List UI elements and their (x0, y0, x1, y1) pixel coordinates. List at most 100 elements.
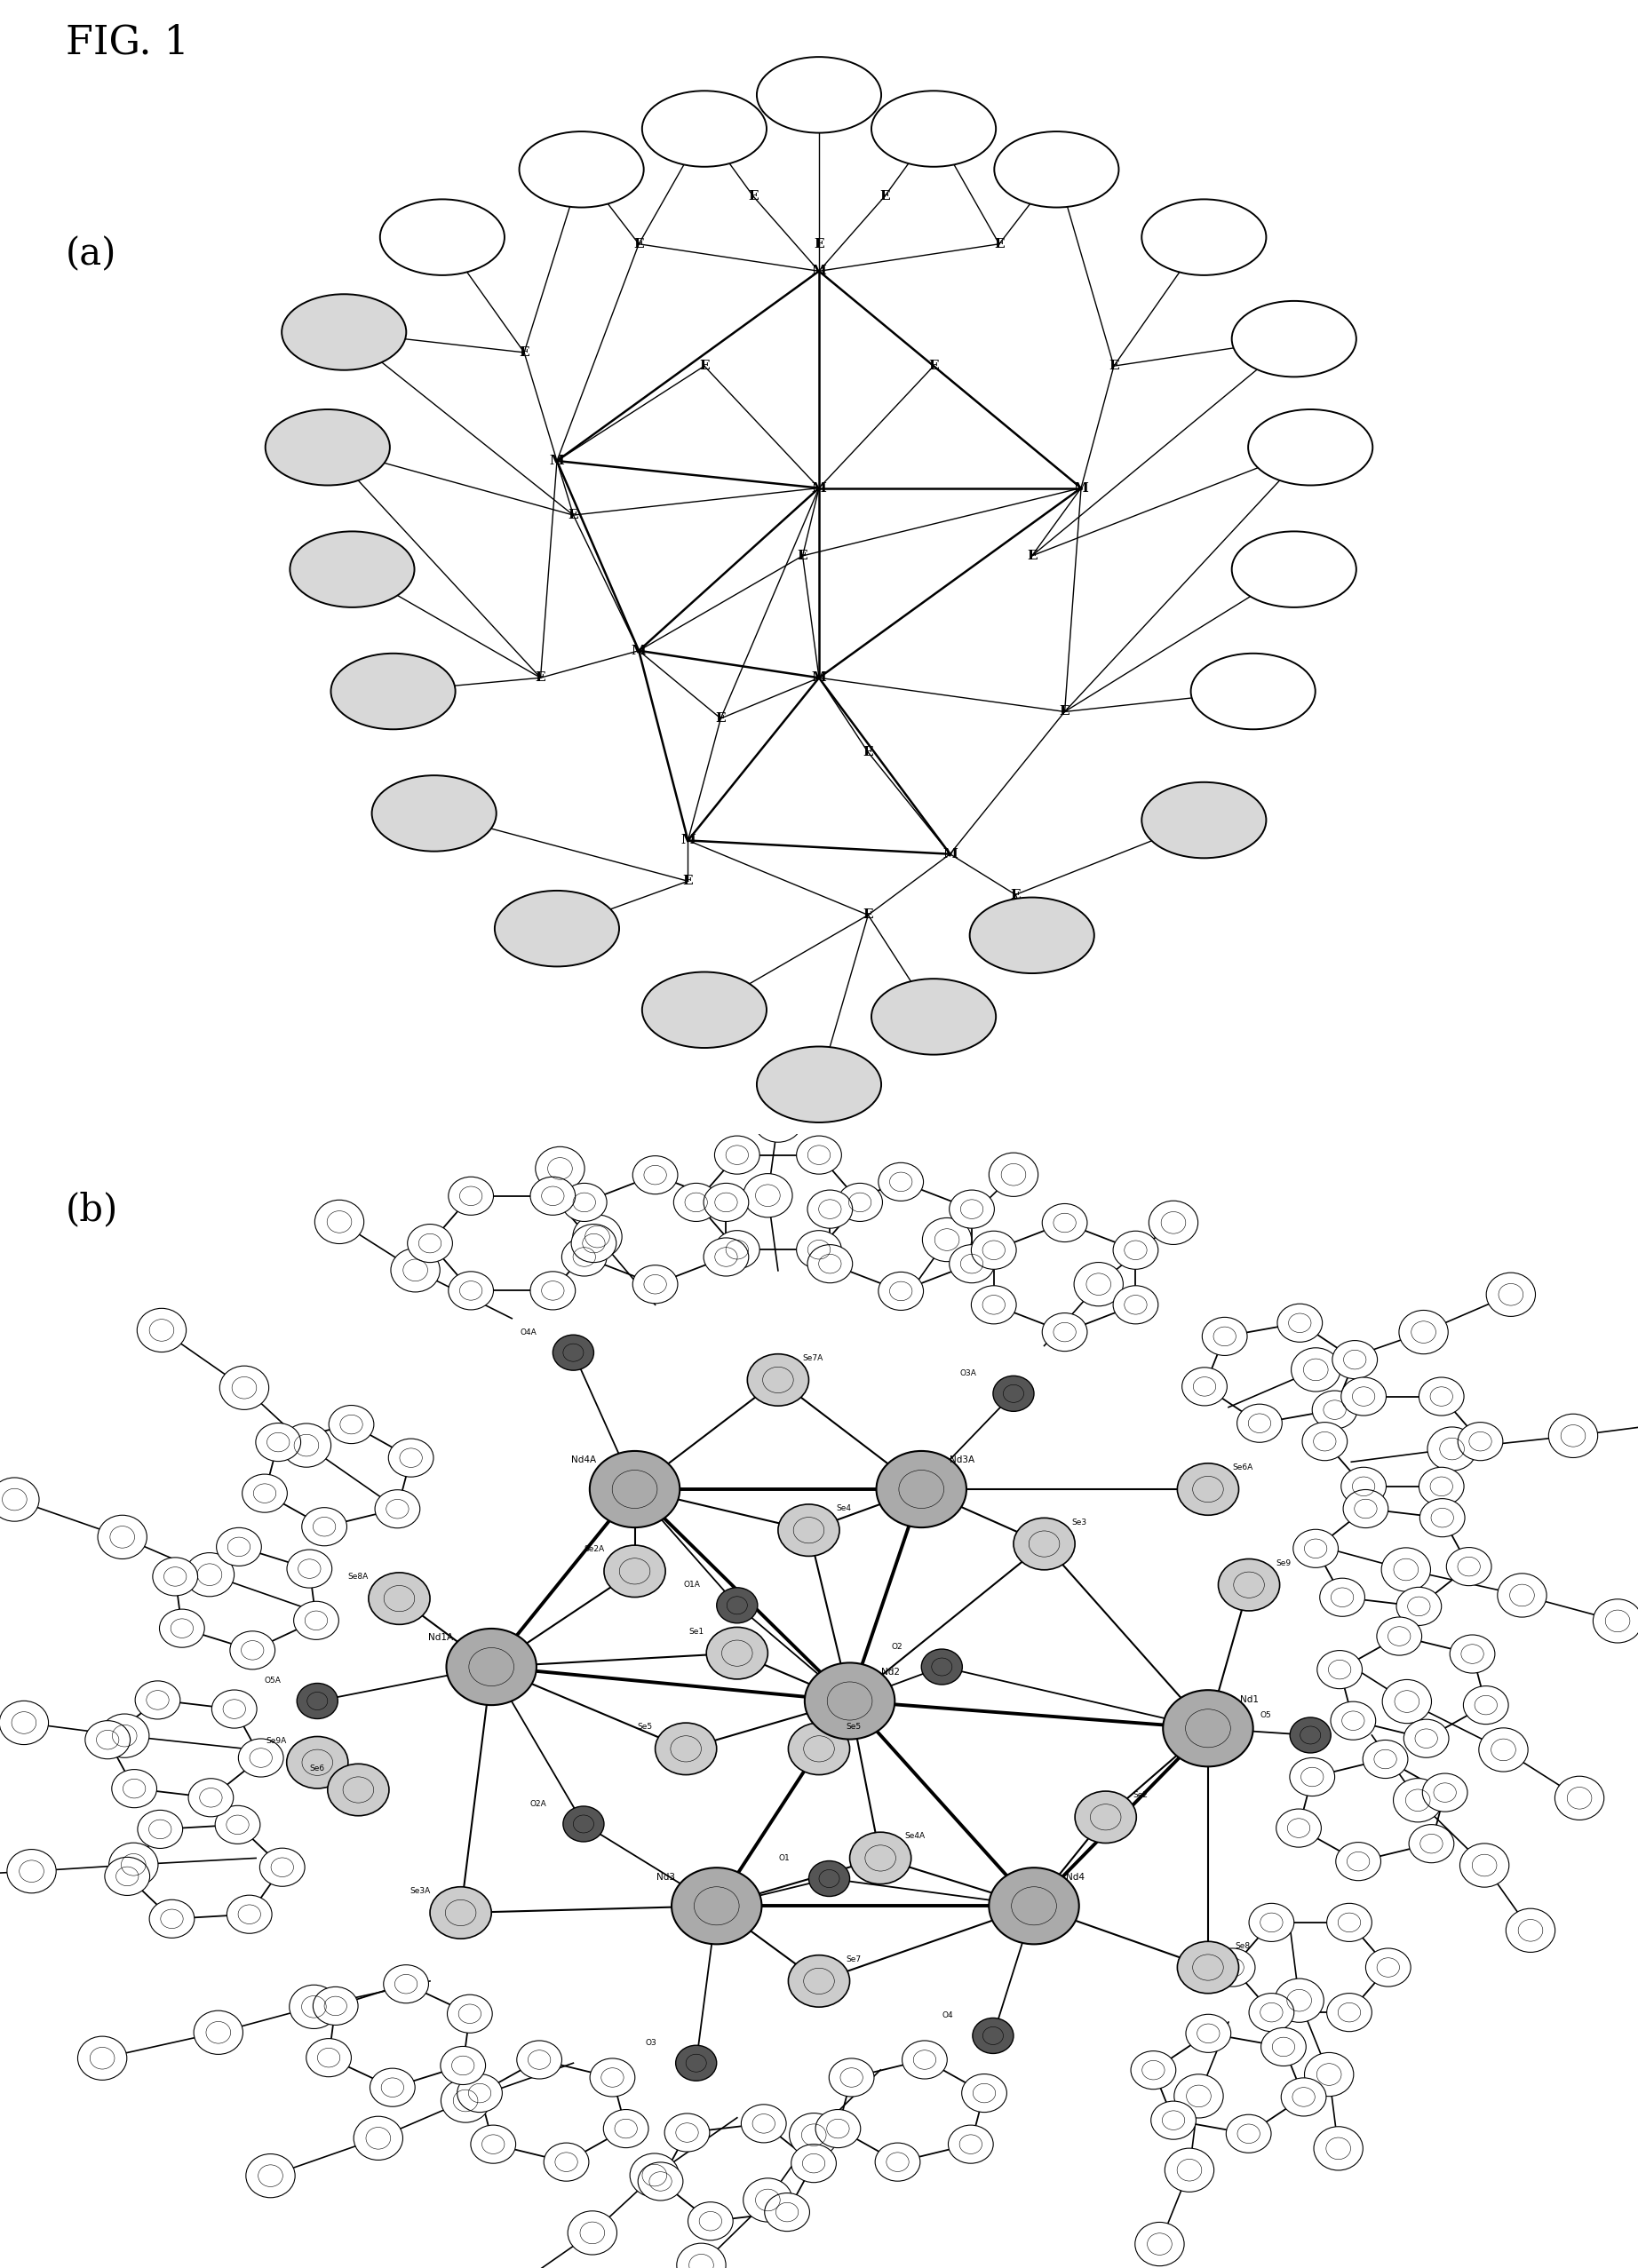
Ellipse shape (1320, 1579, 1364, 1617)
Text: Se2A: Se2A (583, 1545, 604, 1554)
Ellipse shape (296, 1683, 337, 1719)
Ellipse shape (604, 1545, 665, 1597)
Ellipse shape (519, 132, 644, 206)
Ellipse shape (105, 1857, 149, 1896)
Ellipse shape (1463, 1685, 1509, 1724)
Ellipse shape (994, 132, 1119, 206)
Ellipse shape (531, 1177, 575, 1216)
Ellipse shape (239, 1740, 283, 1776)
Ellipse shape (637, 2161, 683, 2200)
Ellipse shape (1343, 1490, 1389, 1529)
Ellipse shape (185, 1554, 234, 1597)
Ellipse shape (573, 1216, 622, 1259)
Ellipse shape (1202, 1318, 1247, 1356)
Text: O2: O2 (891, 1642, 903, 1651)
Ellipse shape (265, 411, 390, 485)
Text: Se6A: Se6A (1232, 1463, 1253, 1472)
Ellipse shape (714, 1232, 760, 1268)
Text: E: E (880, 191, 889, 202)
Ellipse shape (331, 653, 455, 730)
Ellipse shape (1327, 1994, 1373, 2032)
Text: Se8A: Se8A (347, 1572, 369, 1581)
Ellipse shape (152, 1558, 198, 1597)
Ellipse shape (796, 1232, 842, 1268)
Ellipse shape (1378, 1617, 1422, 1656)
Ellipse shape (1337, 1842, 1381, 1880)
Ellipse shape (495, 891, 619, 966)
Ellipse shape (219, 1365, 269, 1411)
Ellipse shape (301, 1508, 347, 1547)
Ellipse shape (1289, 1758, 1335, 1796)
Ellipse shape (1366, 1948, 1410, 1987)
Text: Nd4: Nd4 (1066, 1873, 1084, 1882)
Text: M: M (942, 848, 958, 860)
Ellipse shape (704, 1184, 749, 1222)
Ellipse shape (673, 1184, 719, 1222)
Text: M: M (811, 481, 827, 494)
Ellipse shape (765, 2193, 809, 2232)
Text: E: E (519, 347, 529, 358)
Ellipse shape (149, 1901, 195, 1937)
Text: Se8: Se8 (1235, 1941, 1250, 1950)
Ellipse shape (744, 1173, 793, 1218)
Text: Se9A: Se9A (265, 1737, 287, 1744)
Ellipse shape (562, 1184, 606, 1222)
Ellipse shape (973, 2019, 1014, 2053)
Ellipse shape (717, 1588, 757, 1624)
Ellipse shape (1399, 1311, 1448, 1354)
Text: (b): (b) (66, 1191, 118, 1227)
Ellipse shape (1505, 1910, 1554, 1953)
Ellipse shape (1274, 1978, 1324, 2023)
Text: Se4A: Se4A (904, 1833, 925, 1839)
Ellipse shape (1178, 1463, 1238, 1515)
Ellipse shape (1419, 1377, 1464, 1415)
Text: E: E (994, 238, 1004, 249)
Ellipse shape (242, 1474, 287, 1513)
Ellipse shape (1014, 1517, 1075, 1569)
Ellipse shape (1382, 1681, 1432, 1724)
Ellipse shape (391, 1247, 441, 1293)
Text: E: E (1011, 889, 1020, 900)
Ellipse shape (922, 1218, 971, 1261)
Ellipse shape (740, 2105, 786, 2143)
Text: Se9: Se9 (1276, 1558, 1291, 1567)
Ellipse shape (1422, 1774, 1468, 1812)
Ellipse shape (744, 2177, 793, 2223)
Ellipse shape (290, 1984, 339, 2028)
Ellipse shape (950, 1191, 994, 1229)
Ellipse shape (950, 1245, 994, 1284)
Ellipse shape (603, 2109, 649, 2148)
Text: O1A: O1A (683, 1581, 701, 1590)
Ellipse shape (282, 295, 406, 370)
Ellipse shape (0, 1479, 39, 1522)
Ellipse shape (631, 2152, 680, 2198)
Text: FIG. 1: FIG. 1 (66, 23, 188, 61)
Ellipse shape (85, 1721, 129, 1760)
Ellipse shape (375, 1490, 419, 1529)
Ellipse shape (1219, 1558, 1279, 1610)
Text: E: E (1109, 361, 1119, 372)
Ellipse shape (211, 1690, 257, 1728)
Ellipse shape (226, 1896, 272, 1932)
Ellipse shape (449, 1272, 493, 1309)
Ellipse shape (1594, 1599, 1638, 1642)
Ellipse shape (7, 1848, 56, 1894)
Ellipse shape (441, 2080, 490, 2123)
Ellipse shape (903, 2041, 947, 2080)
Ellipse shape (1178, 1941, 1238, 1994)
Ellipse shape (563, 1805, 604, 1842)
Ellipse shape (757, 57, 881, 134)
Text: M: M (1073, 481, 1089, 494)
Ellipse shape (138, 1309, 187, 1352)
Ellipse shape (1278, 1304, 1322, 1343)
Ellipse shape (1174, 2075, 1224, 2118)
Ellipse shape (878, 1163, 924, 1202)
Ellipse shape (875, 2143, 921, 2182)
Ellipse shape (989, 1152, 1038, 1198)
Ellipse shape (1248, 411, 1373, 485)
Text: Se2: Se2 (1133, 1792, 1148, 1799)
Ellipse shape (1327, 1903, 1373, 1941)
Ellipse shape (188, 1778, 233, 1817)
Ellipse shape (572, 1225, 616, 1263)
Ellipse shape (215, 1805, 260, 1844)
